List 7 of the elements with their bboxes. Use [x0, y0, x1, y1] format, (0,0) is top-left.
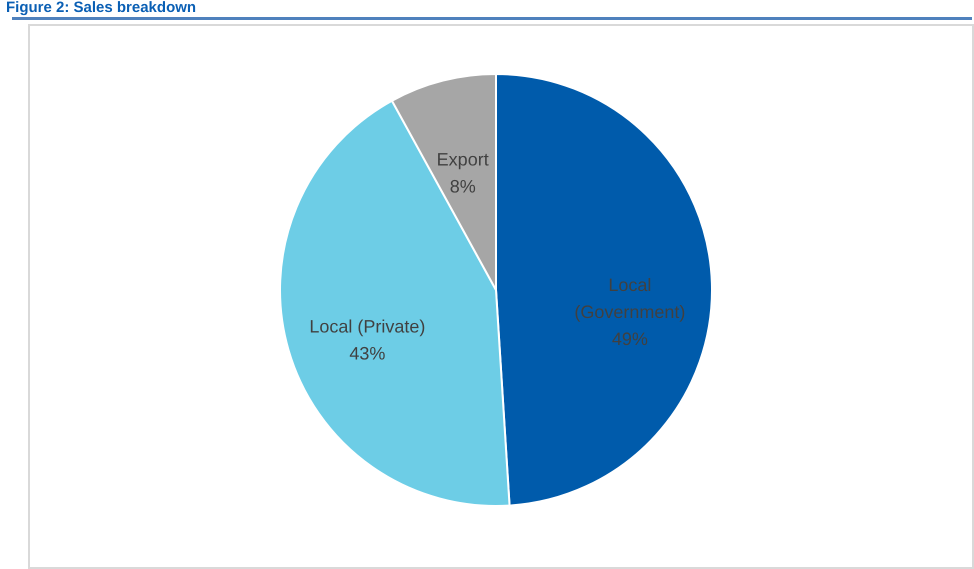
slice-label: Local (Private): [309, 316, 426, 336]
slice-label: Local (Government): [574, 274, 686, 322]
slice-label: Export: [436, 149, 489, 170]
data-label: 49%: [612, 328, 648, 349]
data-label: 8%: [450, 176, 476, 196]
data-label: 43%: [349, 343, 386, 364]
text: Figure 2: Sales breakdown: [6, 0, 196, 16]
